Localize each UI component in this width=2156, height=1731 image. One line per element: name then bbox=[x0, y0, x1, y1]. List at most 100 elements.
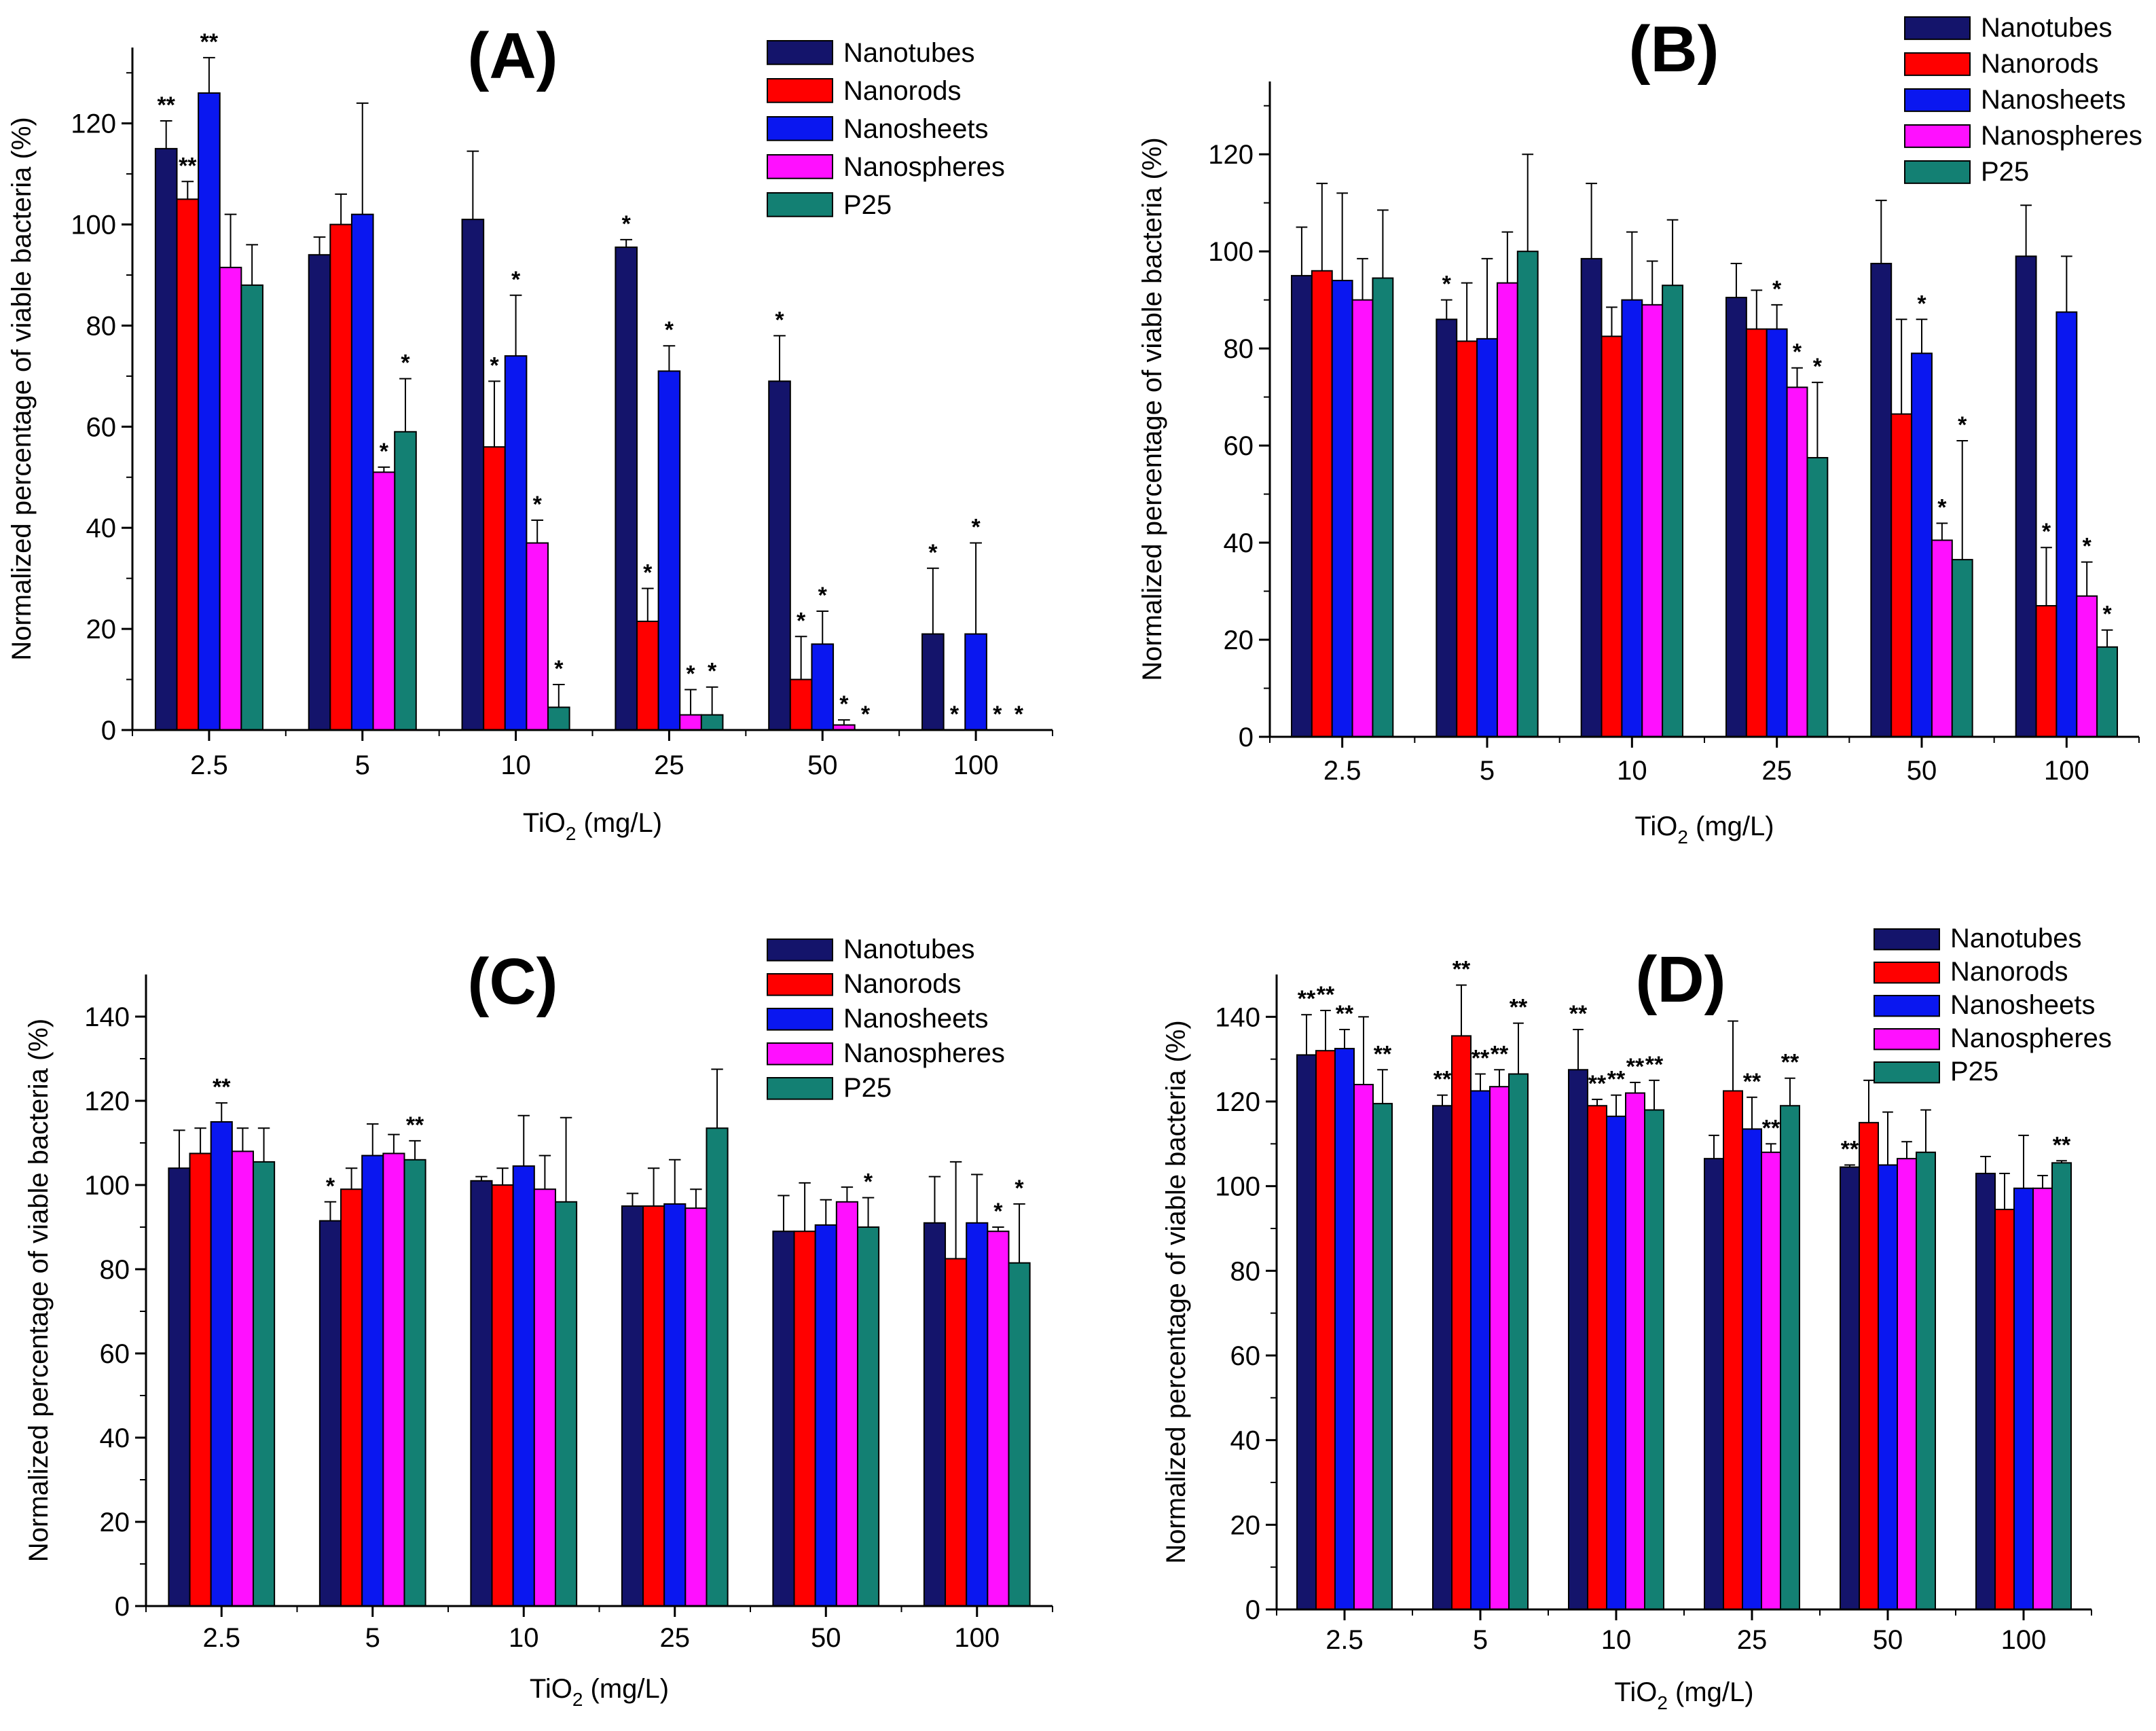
bar-nanosheets-100 bbox=[2055, 311, 2078, 737]
bar-nanospheres-50 bbox=[1897, 1158, 1917, 1610]
bar-p25-2.5 bbox=[240, 284, 263, 731]
legend-label-p25: P25 bbox=[1950, 1057, 1998, 1087]
legend: Nanotubes Nanorods Nanosheets Nanospheres P2… bbox=[767, 934, 1005, 1103]
x-tick-label: 100 bbox=[2001, 1625, 2047, 1655]
y-tick-label: 60 bbox=[100, 1339, 130, 1369]
legend-swatch-nanosheets bbox=[1904, 88, 1971, 112]
significance-mark: ** bbox=[200, 29, 219, 55]
x-tick-label: 25 bbox=[654, 750, 684, 780]
bar-nanorods-100 bbox=[2035, 605, 2058, 737]
x-tick-label: 5 bbox=[355, 750, 370, 780]
bar-nanotubes-100 bbox=[1975, 1172, 1996, 1610]
significance-mark: * bbox=[818, 583, 828, 608]
bar-nanospheres-25 bbox=[684, 1207, 708, 1607]
significance-mark: * bbox=[1813, 354, 1823, 380]
chart-panel-4: ******************** **** ********** ****02… bbox=[1161, 924, 2112, 1713]
bar-nanotubes-10 bbox=[470, 1180, 493, 1607]
significance-mark: ** bbox=[1452, 957, 1471, 983]
legend-swatch-p25 bbox=[767, 192, 833, 217]
bar-nanotubes-10 bbox=[1580, 257, 1603, 737]
x-axis-label: TiO2 (mg/L) bbox=[530, 1674, 669, 1710]
legend-swatch-nanospheres bbox=[1874, 1028, 1940, 1051]
bar-p25-5 bbox=[1508, 1073, 1529, 1610]
legend-swatch-nanospheres bbox=[767, 1042, 833, 1065]
bar-nanosheets-10 bbox=[512, 1165, 535, 1607]
significance-mark: ** bbox=[1607, 1067, 1626, 1093]
significance-mark: * bbox=[686, 661, 695, 687]
x-axis-label: TiO2 (mg/L) bbox=[1634, 812, 1774, 848]
x-axis-label-unit: (mg/L) bbox=[576, 808, 662, 838]
significance-mark: ** bbox=[1569, 1001, 1588, 1027]
y-tick-label: 20 bbox=[86, 615, 117, 644]
bar-nanorods-2.5 bbox=[189, 1152, 212, 1607]
bar-nanorods-50 bbox=[1859, 1122, 1879, 1610]
bar-nanorods-100 bbox=[1994, 1208, 2015, 1610]
bar-nanotubes-50 bbox=[768, 380, 791, 731]
bar-nanosheets-25 bbox=[1766, 328, 1788, 737]
legend-swatch-p25 bbox=[767, 1077, 833, 1100]
y-tick-label: 120 bbox=[71, 109, 116, 139]
bar-nanosheets-25 bbox=[663, 1203, 687, 1607]
y-tick-label: 20 bbox=[100, 1508, 130, 1537]
significance-mark: * bbox=[1917, 291, 1926, 316]
y-tick-label: 40 bbox=[1224, 528, 1254, 558]
x-tick-label: 100 bbox=[2044, 756, 2089, 786]
x-tick-label: 5 bbox=[1473, 1625, 1488, 1655]
significance-mark: ** bbox=[1762, 1115, 1780, 1141]
bar-nanotubes-5 bbox=[318, 1220, 342, 1607]
bar-p25-25 bbox=[700, 714, 724, 731]
significance-mark: * bbox=[490, 352, 499, 378]
significance-mark: * bbox=[1772, 276, 1782, 302]
y-tick-label: 80 bbox=[100, 1255, 130, 1285]
bar-nanotubes-25 bbox=[621, 1205, 644, 1607]
bar-nanotubes-50 bbox=[772, 1231, 795, 1607]
x-axis-label-subscript: 2 bbox=[566, 823, 577, 844]
significance-mark: * bbox=[1015, 1176, 1024, 1201]
x-axis-label: TiO2 (mg/L) bbox=[523, 808, 662, 844]
bar-nanorods-100 bbox=[945, 1258, 968, 1607]
legend-label-nanospheres: Nanospheres bbox=[843, 152, 1005, 182]
bar-nanotubes-100 bbox=[923, 1222, 947, 1607]
legend-swatch-nanotubes bbox=[1904, 16, 1971, 40]
bar-nanospheres-100 bbox=[2076, 595, 2098, 737]
bars: ******************** **** ********** **** bbox=[1296, 957, 2072, 1611]
bar-nanorods-10 bbox=[491, 1184, 514, 1607]
x-axis-label-unit: (mg/L) bbox=[1688, 812, 1774, 841]
significance-mark: * bbox=[864, 1169, 873, 1195]
bar-nanospheres-50 bbox=[835, 1201, 858, 1607]
x-axis-label-subscript: 2 bbox=[572, 1689, 583, 1710]
legend-swatch-nanorods bbox=[1874, 962, 1940, 984]
bar-nanosheets-10 bbox=[1606, 1115, 1626, 1610]
bar-nanosheets-25 bbox=[657, 370, 681, 731]
bar-nanosheets-5 bbox=[350, 213, 374, 731]
significance-mark: * bbox=[971, 515, 981, 541]
significance-mark: ** bbox=[179, 153, 197, 179]
bar-nanorods-5 bbox=[329, 223, 352, 731]
y-tick-label: 60 bbox=[86, 412, 117, 442]
y-tick-label: 0 bbox=[115, 1592, 130, 1622]
bar-nanosheets-25 bbox=[1742, 1128, 1762, 1611]
significance-mark: ** bbox=[1626, 1054, 1645, 1080]
bar-nanosheets-5 bbox=[1476, 338, 1498, 737]
x-axis-label-unit: (mg/L) bbox=[583, 1674, 669, 1704]
significance-mark: * bbox=[708, 659, 717, 685]
y-tick-label: 140 bbox=[84, 1002, 130, 1032]
bar-nanosheets-2.5 bbox=[198, 92, 221, 731]
y-tick-label: 80 bbox=[1224, 334, 1254, 364]
legend-label-nanosheets: Nanosheets bbox=[1950, 990, 2095, 1020]
significance-mark: * bbox=[326, 1173, 335, 1199]
legend-swatch-nanospheres bbox=[1904, 124, 1971, 148]
bar-nanosheets-2.5 bbox=[1334, 1048, 1355, 1611]
bar-nanotubes-2.5 bbox=[168, 1167, 191, 1607]
bar-p25-2.5 bbox=[252, 1161, 276, 1607]
bar-p25-10 bbox=[1644, 1109, 1664, 1610]
legend-swatch-p25 bbox=[1874, 1061, 1940, 1084]
y-axis-label: Normalized percentage of viable bacteria… bbox=[1137, 137, 1167, 680]
bar-nanospheres-2.5 bbox=[231, 1150, 254, 1607]
significance-mark: * bbox=[993, 701, 1002, 727]
significance-mark: ** bbox=[1781, 1050, 1799, 1076]
y-tick-label: 60 bbox=[1230, 1341, 1261, 1371]
bar-nanosheets-10 bbox=[504, 355, 528, 731]
bar-nanospheres-2.5 bbox=[1351, 299, 1374, 737]
bar-nanosheets-50 bbox=[814, 1224, 837, 1607]
